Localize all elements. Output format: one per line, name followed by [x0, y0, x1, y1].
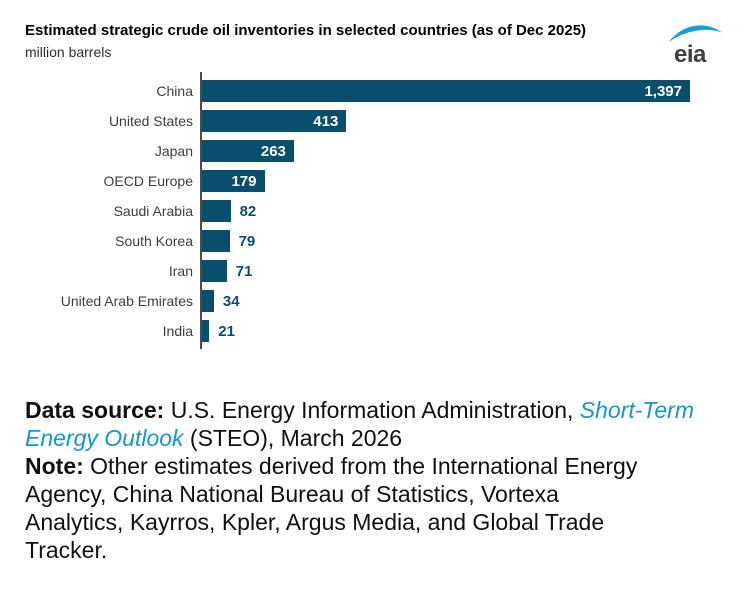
- country-label: OECD Europe: [103, 173, 193, 189]
- value-bar: 21: [202, 320, 235, 342]
- chart-row-united-arab-emirates: United Arab Emirates 34: [0, 286, 750, 316]
- value-bar: 34: [202, 290, 240, 312]
- chart-row-india: India 21: [0, 316, 750, 346]
- value-label: 179: [231, 172, 257, 190]
- chart-units-label: million barrels: [25, 44, 112, 60]
- bar-chart: China 1,397 United States 413 Japan 263 …: [0, 72, 750, 349]
- value-bar: 1,397: [202, 80, 690, 102]
- country-label: United States: [108, 113, 193, 129]
- country-label: United Arab Emirates: [60, 293, 193, 309]
- value-label: 413: [313, 112, 339, 130]
- country-label: South Korea: [115, 233, 193, 249]
- value-label: 1,397: [644, 82, 682, 100]
- value-bar: 413: [202, 110, 347, 132]
- country-label: Iran: [168, 263, 193, 279]
- value-bar: 263: [202, 140, 294, 162]
- value-label: 71: [235, 262, 253, 280]
- chart-row-united-states: United States 413: [0, 106, 750, 136]
- value-bar: 179: [202, 170, 265, 192]
- page-title: Estimated strategic crude oil inventorie…: [25, 22, 587, 39]
- chart-row-japan: Japan 263: [0, 136, 750, 166]
- data-source-line: Data source: U.S. Energy Information Adm…: [25, 396, 725, 452]
- value-bar: 82: [202, 200, 256, 222]
- value-label: 82: [239, 202, 257, 220]
- value-label: 21: [218, 322, 235, 340]
- chart-row-south-korea: South Korea 79: [0, 226, 750, 256]
- country-label: China: [156, 83, 193, 99]
- chart-row-iran: Iran 71: [0, 256, 750, 286]
- data-source-text: U.S. Energy Information Administration,: [164, 397, 580, 423]
- value-bar: 71: [202, 260, 252, 282]
- y-axis-line: [200, 72, 202, 349]
- eia-logo: eia: [668, 25, 723, 66]
- value-bar: 79: [202, 230, 255, 252]
- data-source-text-2: (STEO), March 2026: [183, 425, 403, 451]
- note-text: Other estimates derived from the Interna…: [25, 453, 638, 563]
- chart-row-saudi-arabia: Saudi Arabia 82: [0, 196, 750, 226]
- chart-row-china: China 1,397: [0, 76, 750, 106]
- eia-logo-text: eia: [674, 41, 707, 66]
- country-label: Saudi Arabia: [113, 203, 193, 219]
- eia-swoosh-icon: [668, 25, 723, 42]
- note-line: Note: Other estimates derived from the I…: [25, 452, 725, 564]
- value-label: 34: [222, 292, 240, 310]
- data-source-label: Data source:: [25, 397, 165, 423]
- note-label: Note:: [25, 453, 84, 479]
- country-label: Japan: [154, 143, 193, 159]
- steo-link[interactable]: Short-Term Energy Outlook: [25, 397, 694, 451]
- footer: Data source: U.S. Energy Information Adm…: [25, 396, 725, 564]
- chart-row-oecd-europe: OECD Europe 179: [0, 166, 750, 196]
- value-label: 263: [260, 142, 286, 160]
- country-label: India: [162, 323, 193, 339]
- value-label: 79: [238, 232, 256, 250]
